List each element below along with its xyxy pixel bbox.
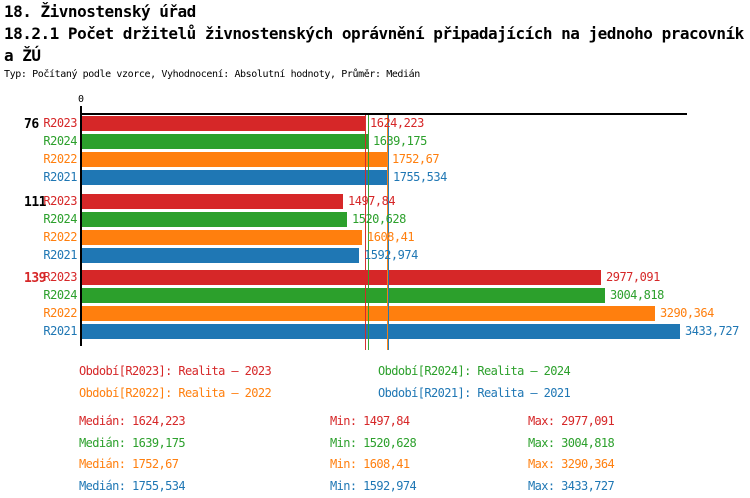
bar-R2023-group-139: [82, 270, 601, 285]
legend-item-R2022: Období[R2022]: Realita – 2022: [79, 386, 272, 400]
legend-item-R2021: Období[R2021]: Realita – 2021: [378, 386, 571, 400]
bar-value-label-R2021-group-111: 1592,974: [364, 248, 418, 262]
bar-value-label-R2023-group-139: 2977,091: [606, 270, 660, 284]
bar-R2023-group-111: [82, 194, 343, 209]
bar-R2021-group-76: [82, 170, 388, 185]
median-line-R2023: [365, 115, 366, 350]
bar-R2024-group-76: [82, 134, 368, 149]
stat-median-R2023: Medián: 1624,223: [79, 414, 186, 428]
group-label-139: 139: [24, 271, 46, 286]
legend-item-R2023: Období[R2023]: Realita – 2023: [79, 364, 272, 378]
series-label-R2021: R2021: [43, 324, 77, 338]
series-label-R2024: R2024: [43, 212, 77, 226]
stat-median-R2024: Medián: 1639,175: [79, 436, 186, 450]
bar-R2021-group-111: [82, 248, 359, 263]
series-label-R2024: R2024: [43, 288, 77, 302]
stat-max-R2022: Max: 3290,364: [528, 457, 615, 471]
series-label-R2023: R2023: [43, 116, 77, 130]
group-label-111: 111: [24, 195, 46, 210]
stat-max-R2024: Max: 3004,818: [528, 436, 615, 450]
stat-min-R2021: Min: 1592,974: [330, 479, 417, 493]
series-label-R2024: R2024: [43, 134, 77, 148]
chart-subtitle: Typ: Počítaný podle vzorce, Vyhodnocení:…: [4, 69, 420, 80]
bar-value-label-R2023-group-76: 1624,223: [370, 116, 424, 130]
bar-value-label-R2022-group-76: 1752,67: [392, 152, 440, 166]
series-label-R2021: R2021: [43, 170, 77, 184]
series-label-R2023: R2023: [43, 270, 77, 284]
stat-max-R2021: Max: 3433,727: [528, 479, 615, 493]
bar-value-label-R2023-group-111: 1497,84: [348, 194, 396, 208]
group-label-76: 76: [24, 117, 39, 132]
stat-min-R2024: Min: 1520,628: [330, 436, 417, 450]
stat-median-R2022: Medián: 1752,67: [79, 457, 179, 471]
bar-R2024-group-111: [82, 212, 347, 227]
median-line-R2022: [387, 115, 388, 350]
report-section-title: 18. Živnostenský úřad: [4, 2, 196, 21]
stat-min-R2022: Min: 1608,41: [330, 457, 410, 471]
bar-R2022-group-76: [82, 152, 387, 167]
stat-max-R2023: Max: 2977,091: [528, 414, 615, 428]
bar-value-label-R2022-group-111: 1608,41: [367, 230, 415, 244]
stat-median-R2021: Medián: 1755,534: [79, 479, 186, 493]
bar-R2023-group-76: [82, 116, 365, 131]
median-line-R2024: [368, 115, 369, 350]
bar-R2024-group-139: [82, 288, 605, 303]
bar-value-label-R2024-group-139: 3004,818: [610, 288, 664, 302]
series-label-R2022: R2022: [43, 306, 77, 320]
chart-title-line2: a ŽÚ: [4, 46, 41, 65]
x-axis-line: [80, 113, 687, 115]
bar-value-label-R2021-group-76: 1755,534: [393, 170, 447, 184]
x-axis-zero-tick-label: 0: [77, 94, 85, 105]
bar-value-label-R2022-group-139: 3290,364: [660, 306, 714, 320]
series-label-R2022: R2022: [43, 230, 77, 244]
series-label-R2021: R2021: [43, 248, 77, 262]
chart-title-line1: 18.2.1 Počet držitelů živnostenských opr…: [4, 24, 744, 43]
median-line-R2021: [388, 115, 389, 350]
legend-item-R2024: Období[R2024]: Realita – 2024: [378, 364, 571, 378]
bar-value-label-R2024-group-111: 1520,628: [352, 212, 406, 226]
series-label-R2022: R2022: [43, 152, 77, 166]
bar-R2022-group-111: [82, 230, 362, 245]
bar-value-label-R2024-group-76: 1639,175: [373, 134, 427, 148]
series-label-R2023: R2023: [43, 194, 77, 208]
y-axis-line: [80, 106, 82, 346]
bar-value-label-R2021-group-139: 3433,727: [685, 324, 739, 338]
bar-R2021-group-139: [82, 324, 680, 339]
stat-min-R2023: Min: 1497,84: [330, 414, 410, 428]
